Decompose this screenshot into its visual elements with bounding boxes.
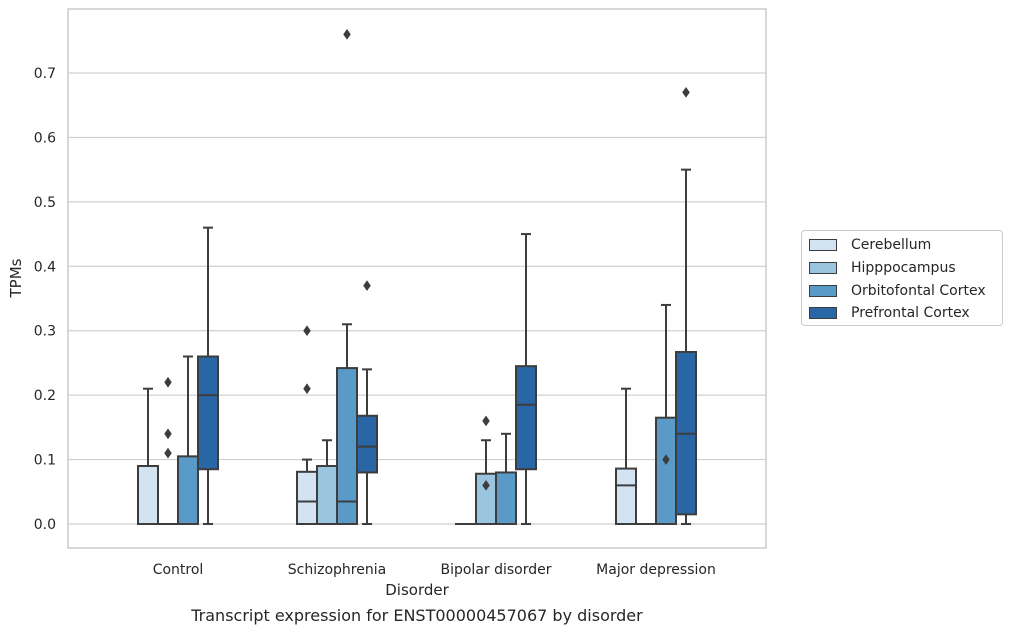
- chart-caption: Transcript expression for ENST0000045706…: [191, 606, 643, 625]
- legend-item-hippocampus: Hipppocampus: [809, 258, 956, 278]
- box-body: [515, 365, 537, 471]
- outlier-marker: [363, 280, 371, 292]
- box-body: [615, 467, 637, 526]
- outlier-marker: [662, 454, 670, 466]
- box-body: [316, 465, 338, 525]
- legend-item-cerebellum: Cerebellum: [809, 235, 931, 255]
- y-tick-label: 0.7: [34, 66, 56, 82]
- box-1-0: [296, 458, 318, 526]
- box-3-0: [615, 387, 637, 526]
- y-tick-label: 0.1: [34, 453, 56, 469]
- y-tick-label: 0.4: [34, 259, 56, 275]
- legend-label: Prefrontal Cortex: [851, 305, 970, 321]
- box-2-2: [495, 432, 517, 526]
- outlier-marker: [482, 479, 490, 491]
- y-tick-label: 0.5: [34, 195, 56, 211]
- outlier-marker: [164, 447, 172, 459]
- box-3-2: [655, 303, 677, 526]
- y-axis-label: TPMs: [7, 258, 25, 298]
- box-body: [197, 355, 219, 471]
- x-tick-labels: Control Schizophrenia Bipolar disorder Majo…: [153, 562, 716, 578]
- outliers: [164, 28, 690, 491]
- legend-swatch-hippocampus: [809, 262, 837, 274]
- box-1-2: [336, 323, 358, 525]
- plot-frame: [67, 8, 767, 549]
- outlier-marker: [343, 28, 351, 40]
- x-axis-label: Disorder: [385, 581, 449, 599]
- y-tick-label: 0.6: [34, 130, 56, 146]
- outlier-marker: [303, 325, 311, 337]
- legend-swatch-orbitofrontal-cortex: [809, 285, 837, 297]
- x-tick-label: Bipolar disorder: [440, 562, 551, 578]
- boxes: [137, 168, 697, 526]
- x-tick-label: Major depression: [596, 562, 716, 578]
- y-tick-label: 0.3: [34, 324, 56, 340]
- box-2-3: [515, 233, 537, 525]
- box-0-0: [137, 387, 159, 525]
- legend-swatch-prefrontal-cortex: [809, 307, 837, 319]
- box-1-3: [356, 368, 378, 525]
- box-body: [655, 416, 677, 526]
- legend-item-prefrontal-cortex: Prefrontal Cortex: [809, 303, 970, 323]
- legend-label: Orbitofontal Cortex: [851, 283, 986, 299]
- x-tick-label: Control: [153, 562, 204, 578]
- y-tick-label: 0.2: [34, 388, 56, 404]
- outlier-marker: [682, 86, 690, 98]
- legend-label: Hipppocampus: [851, 260, 956, 276]
- legend: Cerebellum Hipppocampus Orbitofontal Cor…: [801, 230, 1003, 326]
- box-body: [177, 455, 199, 526]
- box-body: [495, 471, 517, 526]
- x-tick-label: Schizophrenia: [288, 562, 386, 578]
- outlier-marker: [482, 415, 490, 427]
- outlier-marker: [164, 376, 172, 388]
- legend-swatch-cerebellum: [809, 239, 837, 251]
- box-body: [356, 414, 378, 474]
- box-body: [296, 470, 318, 526]
- y-tick-label: 0.0: [34, 517, 56, 533]
- legend-label: Cerebellum: [851, 237, 932, 253]
- box-0-2: [177, 355, 199, 526]
- y-tick-labels: 0.0 0.1 0.2 0.3 0.4 0.5 0.6 0.7: [34, 66, 56, 533]
- box-1-1: [316, 439, 338, 525]
- box-body: [137, 465, 159, 525]
- outlier-marker: [164, 428, 172, 440]
- legend-item-orbitofrontal-cortex: Orbitofontal Cortex: [809, 281, 986, 301]
- outlier-marker: [303, 383, 311, 395]
- box-0-3: [197, 226, 219, 525]
- box-3-3: [675, 168, 697, 525]
